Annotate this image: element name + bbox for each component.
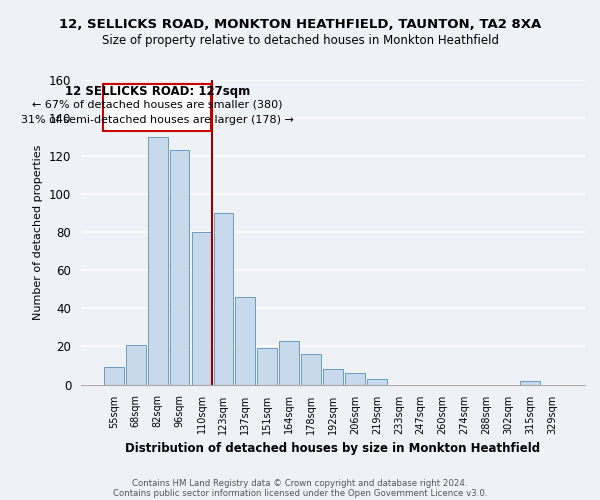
X-axis label: Distribution of detached houses by size in Monkton Heathfield: Distribution of detached houses by size … bbox=[125, 442, 541, 455]
Y-axis label: Number of detached properties: Number of detached properties bbox=[34, 144, 43, 320]
FancyBboxPatch shape bbox=[103, 84, 211, 132]
Text: ← 67% of detached houses are smaller (380): ← 67% of detached houses are smaller (38… bbox=[32, 100, 283, 110]
Bar bbox=[148, 137, 167, 384]
Text: 12, SELLICKS ROAD, MONKTON HEATHFIELD, TAUNTON, TA2 8XA: 12, SELLICKS ROAD, MONKTON HEATHFIELD, T… bbox=[59, 18, 541, 30]
Bar bbox=[367, 379, 387, 384]
Text: 12 SELLICKS ROAD: 127sqm: 12 SELLICKS ROAD: 127sqm bbox=[65, 85, 250, 98]
Bar bbox=[235, 297, 255, 384]
Text: Contains public sector information licensed under the Open Government Licence v3: Contains public sector information licen… bbox=[113, 488, 487, 498]
Text: 31% of semi-detached houses are larger (178) →: 31% of semi-detached houses are larger (… bbox=[21, 115, 294, 125]
Bar bbox=[191, 232, 211, 384]
Bar bbox=[301, 354, 321, 384]
Bar bbox=[104, 368, 124, 384]
Text: Size of property relative to detached houses in Monkton Heathfield: Size of property relative to detached ho… bbox=[101, 34, 499, 47]
Text: Contains HM Land Registry data © Crown copyright and database right 2024.: Contains HM Land Registry data © Crown c… bbox=[132, 478, 468, 488]
Bar bbox=[170, 150, 190, 384]
Bar bbox=[126, 344, 146, 385]
Bar bbox=[257, 348, 277, 384]
Bar bbox=[214, 213, 233, 384]
Bar bbox=[345, 373, 365, 384]
Bar bbox=[280, 341, 299, 384]
Bar bbox=[520, 381, 540, 384]
Bar bbox=[323, 370, 343, 384]
